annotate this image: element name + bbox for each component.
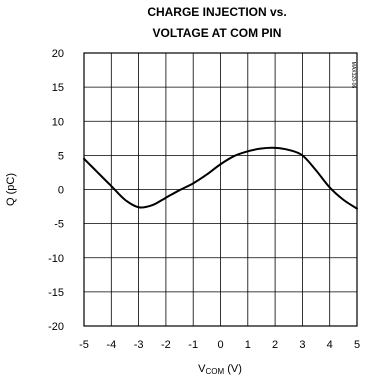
x-tick-label: -1	[188, 339, 198, 351]
x-axis-label-unit: (V)	[224, 363, 242, 375]
y-tick-label: 20	[52, 48, 64, 60]
plot-frame	[83, 52, 358, 327]
charge-injection-curve	[83, 146, 358, 210]
part-number: MAX320-06	[350, 62, 356, 89]
x-tick-label: 2	[272, 339, 278, 351]
x-tick-labels: -5 -4 -3 -2 -1 0 1 2 3 4 5	[79, 339, 360, 351]
y-tick-label: 15	[52, 82, 64, 94]
x-tick-label: 4	[327, 339, 333, 351]
y-axis-label: Q (pC)	[5, 173, 17, 206]
y-tick-label: -20	[48, 321, 64, 333]
chart-title-line-2: VOLTAGE AT COM PIN	[153, 26, 282, 40]
x-tick-label: -2	[161, 339, 171, 351]
grid	[83, 52, 358, 327]
y-tick-label: 0	[58, 185, 64, 197]
x-tick-label: 0	[217, 339, 223, 351]
x-tick-label: -4	[106, 339, 116, 351]
y-tick-label: -5	[54, 219, 64, 231]
x-axis-label-subscript: COM	[205, 367, 224, 376]
y-tick-labels: -20 -15 -10 -5 0 5 10 15 20	[48, 48, 64, 333]
y-tick-label: 5	[58, 150, 64, 162]
y-tick-label: 10	[52, 116, 64, 128]
series-layer	[83, 146, 358, 210]
y-tick-label: -10	[48, 253, 64, 265]
x-tick-label: -3	[134, 339, 144, 351]
x-tick-label: 3	[299, 339, 305, 351]
x-tick-label: -5	[79, 339, 89, 351]
x-axis-label-main: V	[198, 363, 206, 375]
chart-title-line-1: CHARGE INJECTION vs.	[147, 5, 286, 19]
y-tick-label: -15	[48, 287, 64, 299]
x-tick-label: 5	[354, 339, 360, 351]
x-tick-label: 1	[245, 339, 251, 351]
x-axis-label: VCOM (V)	[198, 363, 242, 376]
